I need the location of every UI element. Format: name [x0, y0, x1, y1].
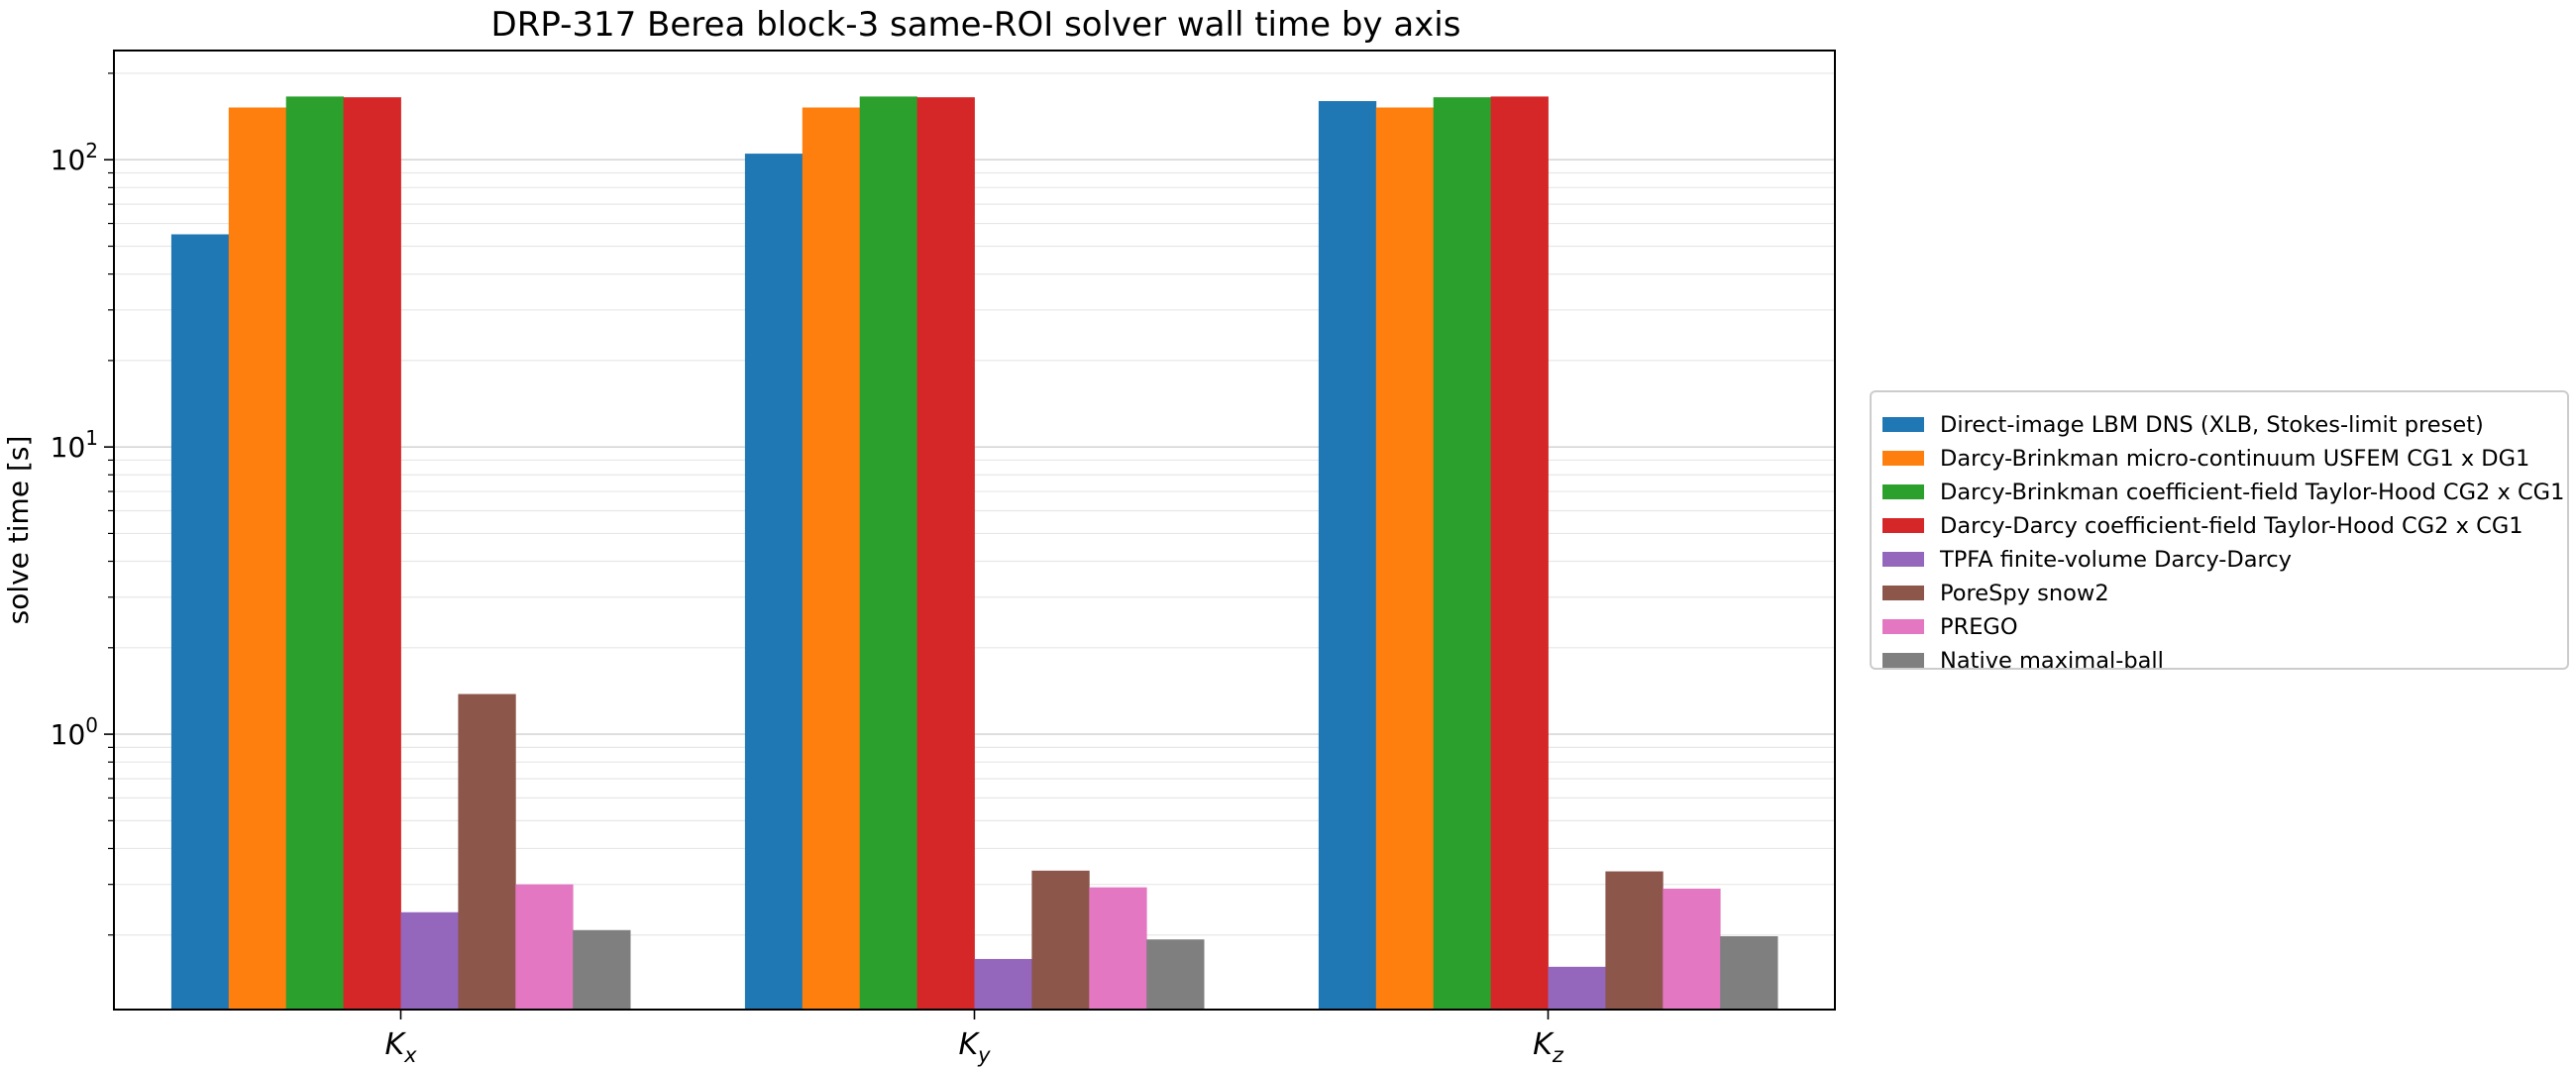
legend-swatch [1882, 518, 1924, 533]
legend-entry: Darcy-Brinkman coefficient-field Taylor-… [1940, 480, 2564, 505]
bar [859, 96, 917, 1010]
bar [1375, 107, 1435, 1010]
bar [1663, 888, 1721, 1010]
x-tick-label: Ky [958, 1027, 991, 1067]
bar [1089, 887, 1147, 1010]
bar [1318, 101, 1377, 1011]
legend-swatch [1882, 451, 1924, 466]
bar [1720, 935, 1778, 1010]
legend-swatch [1882, 619, 1924, 634]
bar [228, 107, 287, 1010]
chart-title: DRP-317 Berea block-3 same-ROI solver wa… [491, 5, 1461, 45]
bar [974, 958, 1032, 1010]
bar [285, 96, 344, 1010]
bar [343, 97, 401, 1011]
bar [802, 107, 861, 1010]
bar [170, 234, 230, 1010]
bar [1433, 97, 1491, 1011]
y-axis: 100 101 102 [51, 72, 114, 936]
legend-swatch [1882, 586, 1924, 600]
x-axis: Kx Ky Kz [384, 1010, 1564, 1067]
legend: Direct-image LBM DNS (XLB, Stokes-limit … [1870, 390, 2569, 674]
legend-swatch [1882, 484, 1924, 499]
x-tick-label: Kz [1533, 1027, 1564, 1067]
legend-entry: Darcy-Brinkman micro-continuum USFEM CG1… [1940, 446, 2529, 472]
bar [1031, 870, 1090, 1010]
y-tick-label: 100 [51, 713, 98, 751]
legend-entry: Native maximal-ball [1940, 648, 2164, 674]
bar [1548, 966, 1606, 1010]
bar [573, 929, 631, 1010]
legend-entry: TPFA finite-volume Darcy-Darcy [1939, 547, 2292, 573]
legend-swatch [1882, 552, 1924, 567]
bar [458, 694, 516, 1010]
bar [916, 97, 975, 1011]
legend-entry: PREGO [1940, 614, 2018, 640]
x-tick-label: Kx [384, 1027, 417, 1067]
bar [400, 911, 459, 1010]
bars [170, 96, 1778, 1011]
legend-entry: PoreSpy snow2 [1940, 581, 2109, 606]
y-tick-label: 101 [51, 426, 98, 464]
legend-entry: Direct-image LBM DNS (XLB, Stokes-limit … [1940, 412, 2484, 438]
bar [1146, 939, 1205, 1010]
bar [1490, 96, 1549, 1010]
y-axis-label: solve time [s] [2, 436, 35, 625]
legend-swatch [1882, 417, 1924, 432]
bar [744, 154, 804, 1010]
legend-swatch [1882, 653, 1924, 668]
y-tick-label: 102 [51, 139, 98, 176]
bar [1605, 871, 1664, 1010]
bar [515, 884, 574, 1010]
legend-entry: Darcy-Darcy coefficient-field Taylor-Hoo… [1940, 513, 2523, 539]
legend-frame [1870, 390, 2569, 670]
